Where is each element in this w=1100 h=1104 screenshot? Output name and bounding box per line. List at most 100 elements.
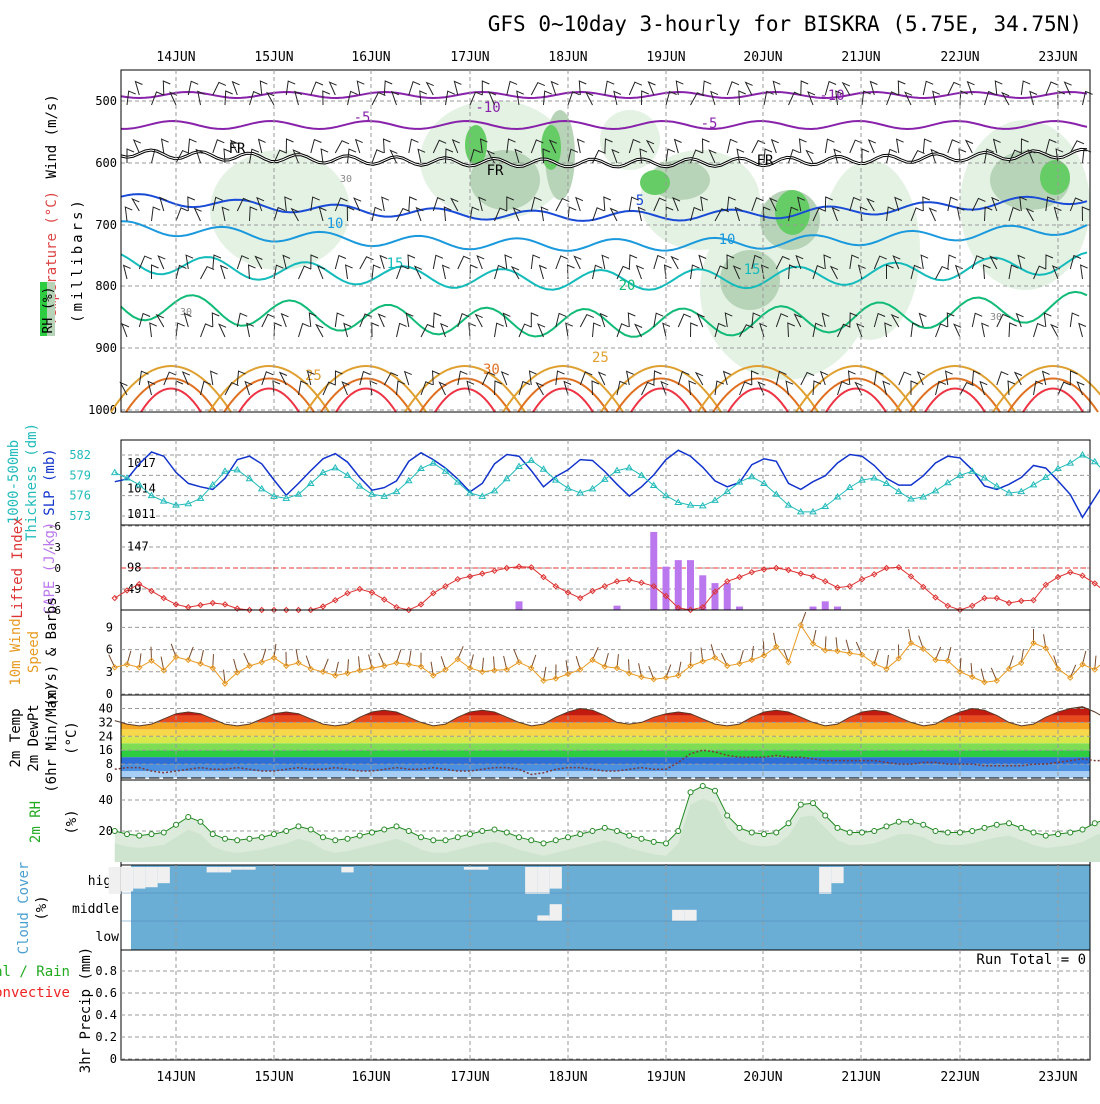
- rh-point: [700, 784, 705, 789]
- contour-label: -5: [354, 110, 371, 126]
- contour-label: -5: [701, 116, 718, 132]
- slp-label-a: 1000-500mb: [6, 440, 22, 524]
- precip-tick-label: 0.8: [95, 964, 117, 978]
- rh-shade-green: [1040, 160, 1070, 195]
- date-label-top: 14JUN: [156, 50, 195, 65]
- rh-point: [725, 813, 730, 818]
- thickness-tick-label: 579: [69, 468, 91, 482]
- rh-point: [1031, 830, 1036, 835]
- cloud-middle-bar: [684, 910, 696, 921]
- precip-label-a: Total / Rain: [0, 964, 70, 980]
- rh-point: [578, 832, 583, 837]
- rh-label-b: (%): [64, 809, 80, 834]
- temp-color-band: [121, 771, 1090, 778]
- rh-point: [210, 832, 215, 837]
- precip-label-b: Convective: [0, 985, 70, 1001]
- rh-point: [468, 832, 473, 837]
- date-label-bottom: 15JUN: [254, 1070, 293, 1085]
- cape-bar: [650, 532, 657, 610]
- rh-point: [688, 790, 693, 795]
- contour-label: FR: [487, 163, 504, 179]
- thickness-line: [115, 455, 1100, 512]
- upper-ylabel: (millibars): [70, 197, 86, 323]
- cloud-high-bar: [819, 867, 831, 894]
- rh-point: [455, 835, 460, 840]
- temp-label-c: (6hr Min/Max): [44, 683, 60, 793]
- contour-label: 10: [719, 232, 736, 248]
- contour-label: -10: [475, 100, 500, 116]
- rh-point: [798, 802, 803, 807]
- wind-frame: [121, 610, 1090, 695]
- cape-bar: [516, 601, 523, 610]
- rh-point: [394, 824, 399, 829]
- rh-point: [443, 838, 448, 843]
- temp-tick-label: 40: [99, 701, 113, 715]
- rh-point: [909, 819, 914, 824]
- rh-point: [676, 829, 681, 834]
- cloud-high-bar: [243, 867, 255, 870]
- rh-point: [529, 838, 534, 843]
- wind-tick-label: 0: [106, 687, 113, 701]
- rh-point: [651, 839, 656, 844]
- thickness-point: [626, 465, 632, 470]
- rh-point: [419, 835, 424, 840]
- cape-label-a: Lifted Index: [10, 517, 26, 618]
- rh-point: [970, 829, 975, 834]
- rh-label-a: 2m RH: [28, 801, 44, 843]
- cape-bar: [712, 583, 719, 610]
- slp-frame: [121, 440, 1090, 525]
- rh-point: [357, 833, 362, 838]
- rh-point: [431, 838, 436, 843]
- wind-speed-line: [115, 625, 1100, 683]
- temp-color-band: [121, 708, 1090, 715]
- rh-point: [174, 822, 179, 827]
- cloud-high-bar: [219, 867, 231, 872]
- rh-point: [982, 825, 987, 830]
- cloud-high-bar: [831, 867, 843, 883]
- thickness-tick-label: 582: [69, 448, 91, 462]
- rh-point: [884, 824, 889, 829]
- contour-label: FR: [757, 153, 774, 169]
- cloud-high-bar: [133, 867, 145, 889]
- date-label-top: 16JUN: [351, 50, 390, 65]
- upper-air-panel: 5006007008009001000-10-5-5-10FRFRFR51010…: [88, 70, 1100, 440]
- rh-point: [492, 827, 497, 832]
- rh-point: [112, 829, 117, 834]
- wind-tick-label: 3: [106, 665, 113, 679]
- rh-point: [370, 830, 375, 835]
- rh-point: [223, 836, 228, 841]
- rh-point: [896, 819, 901, 824]
- thickness-tick-label: 576: [69, 489, 91, 503]
- rh-point: [847, 830, 852, 835]
- contour-label: 5: [636, 193, 644, 209]
- cape-bar: [687, 560, 694, 610]
- lifted-index-line: [115, 567, 1100, 610]
- temp-color-band: [121, 743, 1090, 750]
- rh-point: [321, 835, 326, 840]
- rh-point: [382, 827, 387, 832]
- date-label-bottom: 20JUN: [743, 1070, 782, 1085]
- cloud-high-bar: [550, 867, 562, 889]
- temp-tick-label: 32: [99, 715, 113, 729]
- date-label-top: 15JUN: [254, 50, 293, 65]
- cloud-label-b: (%): [34, 895, 50, 920]
- rh-point: [1019, 825, 1024, 830]
- rh-point: [504, 830, 509, 835]
- date-label-bottom: 23JUN: [1038, 1070, 1077, 1085]
- cloud-high-bar: [109, 867, 121, 894]
- precip-tick-label: 0.4: [95, 1008, 117, 1022]
- contour-label: -10: [819, 88, 844, 104]
- cloud-high-bar: [231, 867, 243, 870]
- rh-point: [296, 824, 301, 829]
- cloud-high-bar: [145, 867, 157, 887]
- thickness-tick-label: 573: [69, 509, 91, 523]
- rh-point: [1092, 821, 1097, 826]
- temp-color-band: [121, 764, 1090, 771]
- chart-title: GFS 0~10day 3-hourly for BISKRA (5.75E, …: [488, 12, 1082, 36]
- slp-label-b: Thickness (dm): [24, 423, 40, 541]
- pressure-tick-label: 500: [95, 94, 117, 108]
